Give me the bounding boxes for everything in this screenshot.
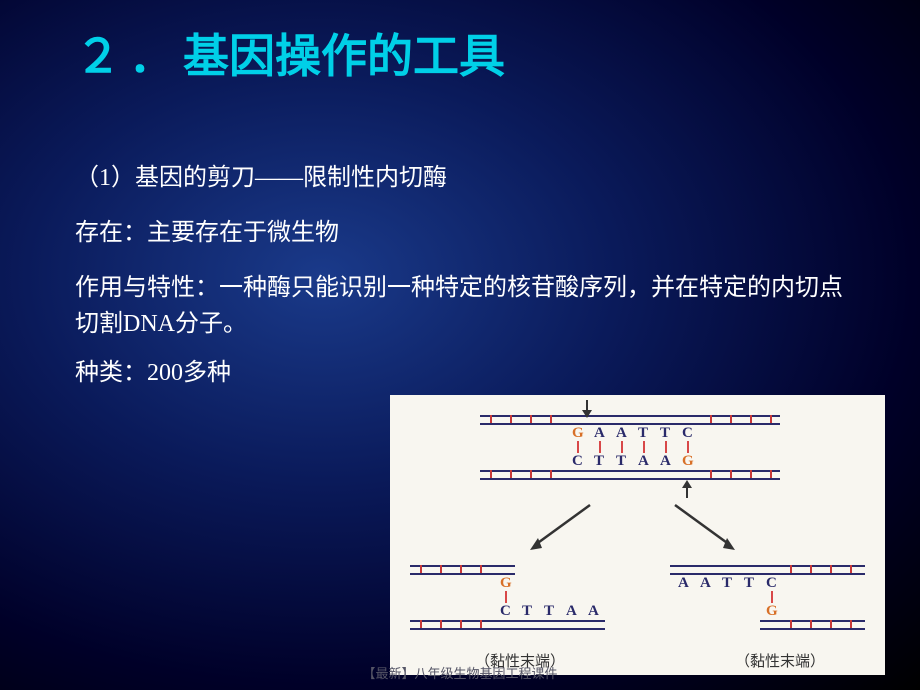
base: A [588, 603, 599, 620]
base: A [638, 453, 649, 470]
base: A [678, 575, 689, 592]
title-number: ２． [75, 30, 183, 82]
cut-arrow-down-icon [577, 400, 597, 418]
base: C [682, 425, 693, 442]
title-text: 基因操作的工具 [183, 30, 505, 82]
base: T [616, 453, 626, 470]
base: T [638, 425, 648, 442]
line-2: 存在：主要存在于微生物 [75, 215, 339, 251]
base: G [500, 575, 512, 592]
right-fragment: A A T T C G [670, 565, 865, 635]
dna-diagram: G A A T T C C T T A A G [390, 395, 885, 675]
base: T [522, 603, 532, 620]
split-arrow-right-icon [665, 500, 745, 555]
left-fragment: G C T T A A [410, 565, 605, 635]
base: C [766, 575, 777, 592]
base: T [722, 575, 732, 592]
base: C [572, 453, 583, 470]
line-4: 种类：200多种 [75, 355, 231, 391]
base: T [660, 425, 670, 442]
base: A [594, 425, 605, 442]
footer-text: 【最新】八年级生物基因工程课件 [362, 663, 557, 682]
base: G [572, 425, 584, 442]
base: G [682, 453, 694, 470]
base: T [594, 453, 604, 470]
base: T [544, 603, 554, 620]
right-label: （黏性末端） [735, 650, 825, 671]
base: A [700, 575, 711, 592]
base: C [500, 603, 511, 620]
base: G [766, 603, 778, 620]
base: A [616, 425, 627, 442]
line-3: 作用与特性：一种酶只能识别一种特定的核苷酸序列，并在特定的内切点切割DNA分子。 [75, 270, 855, 342]
cut-arrow-up-icon [677, 480, 697, 498]
line-1: （1）基因的剪刀——限制性内切酶 [75, 160, 447, 196]
top-strand: G A A T T C C T T A A G [480, 415, 780, 485]
split-arrow-left-icon [520, 500, 600, 555]
base: T [744, 575, 754, 592]
base: A [566, 603, 577, 620]
base: A [660, 453, 671, 470]
